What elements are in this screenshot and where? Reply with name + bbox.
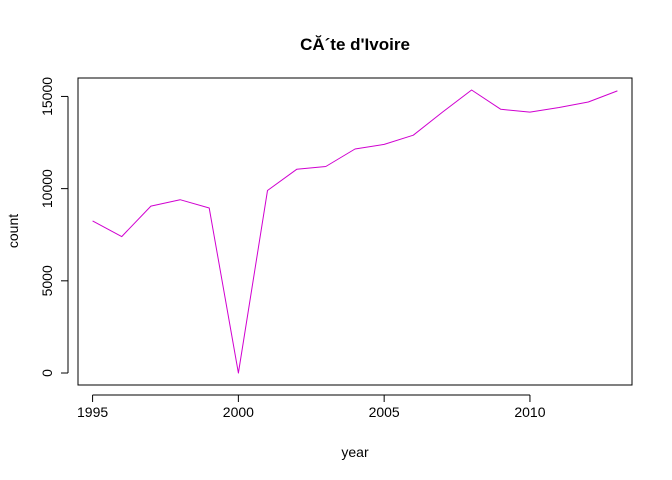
y-axis: 0 5000 10000 15000: [39, 77, 69, 377]
data-point: [150, 205, 152, 207]
data-point: [325, 166, 327, 168]
data-point: [617, 90, 619, 92]
x-axis-label: year: [341, 444, 369, 460]
data-point: [500, 109, 502, 111]
y-tick-label: 15000: [39, 77, 55, 116]
data-point: [296, 168, 298, 170]
data-point: [238, 372, 240, 374]
series-layer: [92, 89, 618, 374]
data-point: [442, 111, 444, 113]
x-tick-label: 2000: [223, 404, 254, 420]
plot-frame: [77, 77, 633, 386]
data-point: [92, 220, 94, 222]
data-point: [354, 148, 356, 150]
y-axis-label: count: [5, 214, 21, 248]
y-tick-label: 10000: [39, 169, 55, 208]
x-tick-label: 2005: [369, 404, 400, 420]
x-tick-label: 1995: [77, 404, 108, 420]
x-axis: 1995 2000 2005 2010: [77, 394, 546, 420]
data-point: [471, 89, 473, 91]
data-point: [208, 207, 210, 209]
data-point: [267, 190, 269, 192]
data-point: [587, 101, 589, 103]
x-tick-label: 2010: [514, 404, 545, 420]
chart-title: CĂ´te d'Ivoire: [300, 35, 410, 54]
y-tick-label: 5000: [39, 265, 55, 296]
data-point: [529, 111, 531, 113]
data-point: [383, 144, 385, 146]
series-line: [92, 89, 618, 374]
data-point: [558, 107, 560, 109]
data-point: [413, 134, 415, 136]
data-point: [179, 199, 181, 201]
y-tick-label: 0: [39, 369, 55, 377]
data-point: [121, 236, 123, 238]
